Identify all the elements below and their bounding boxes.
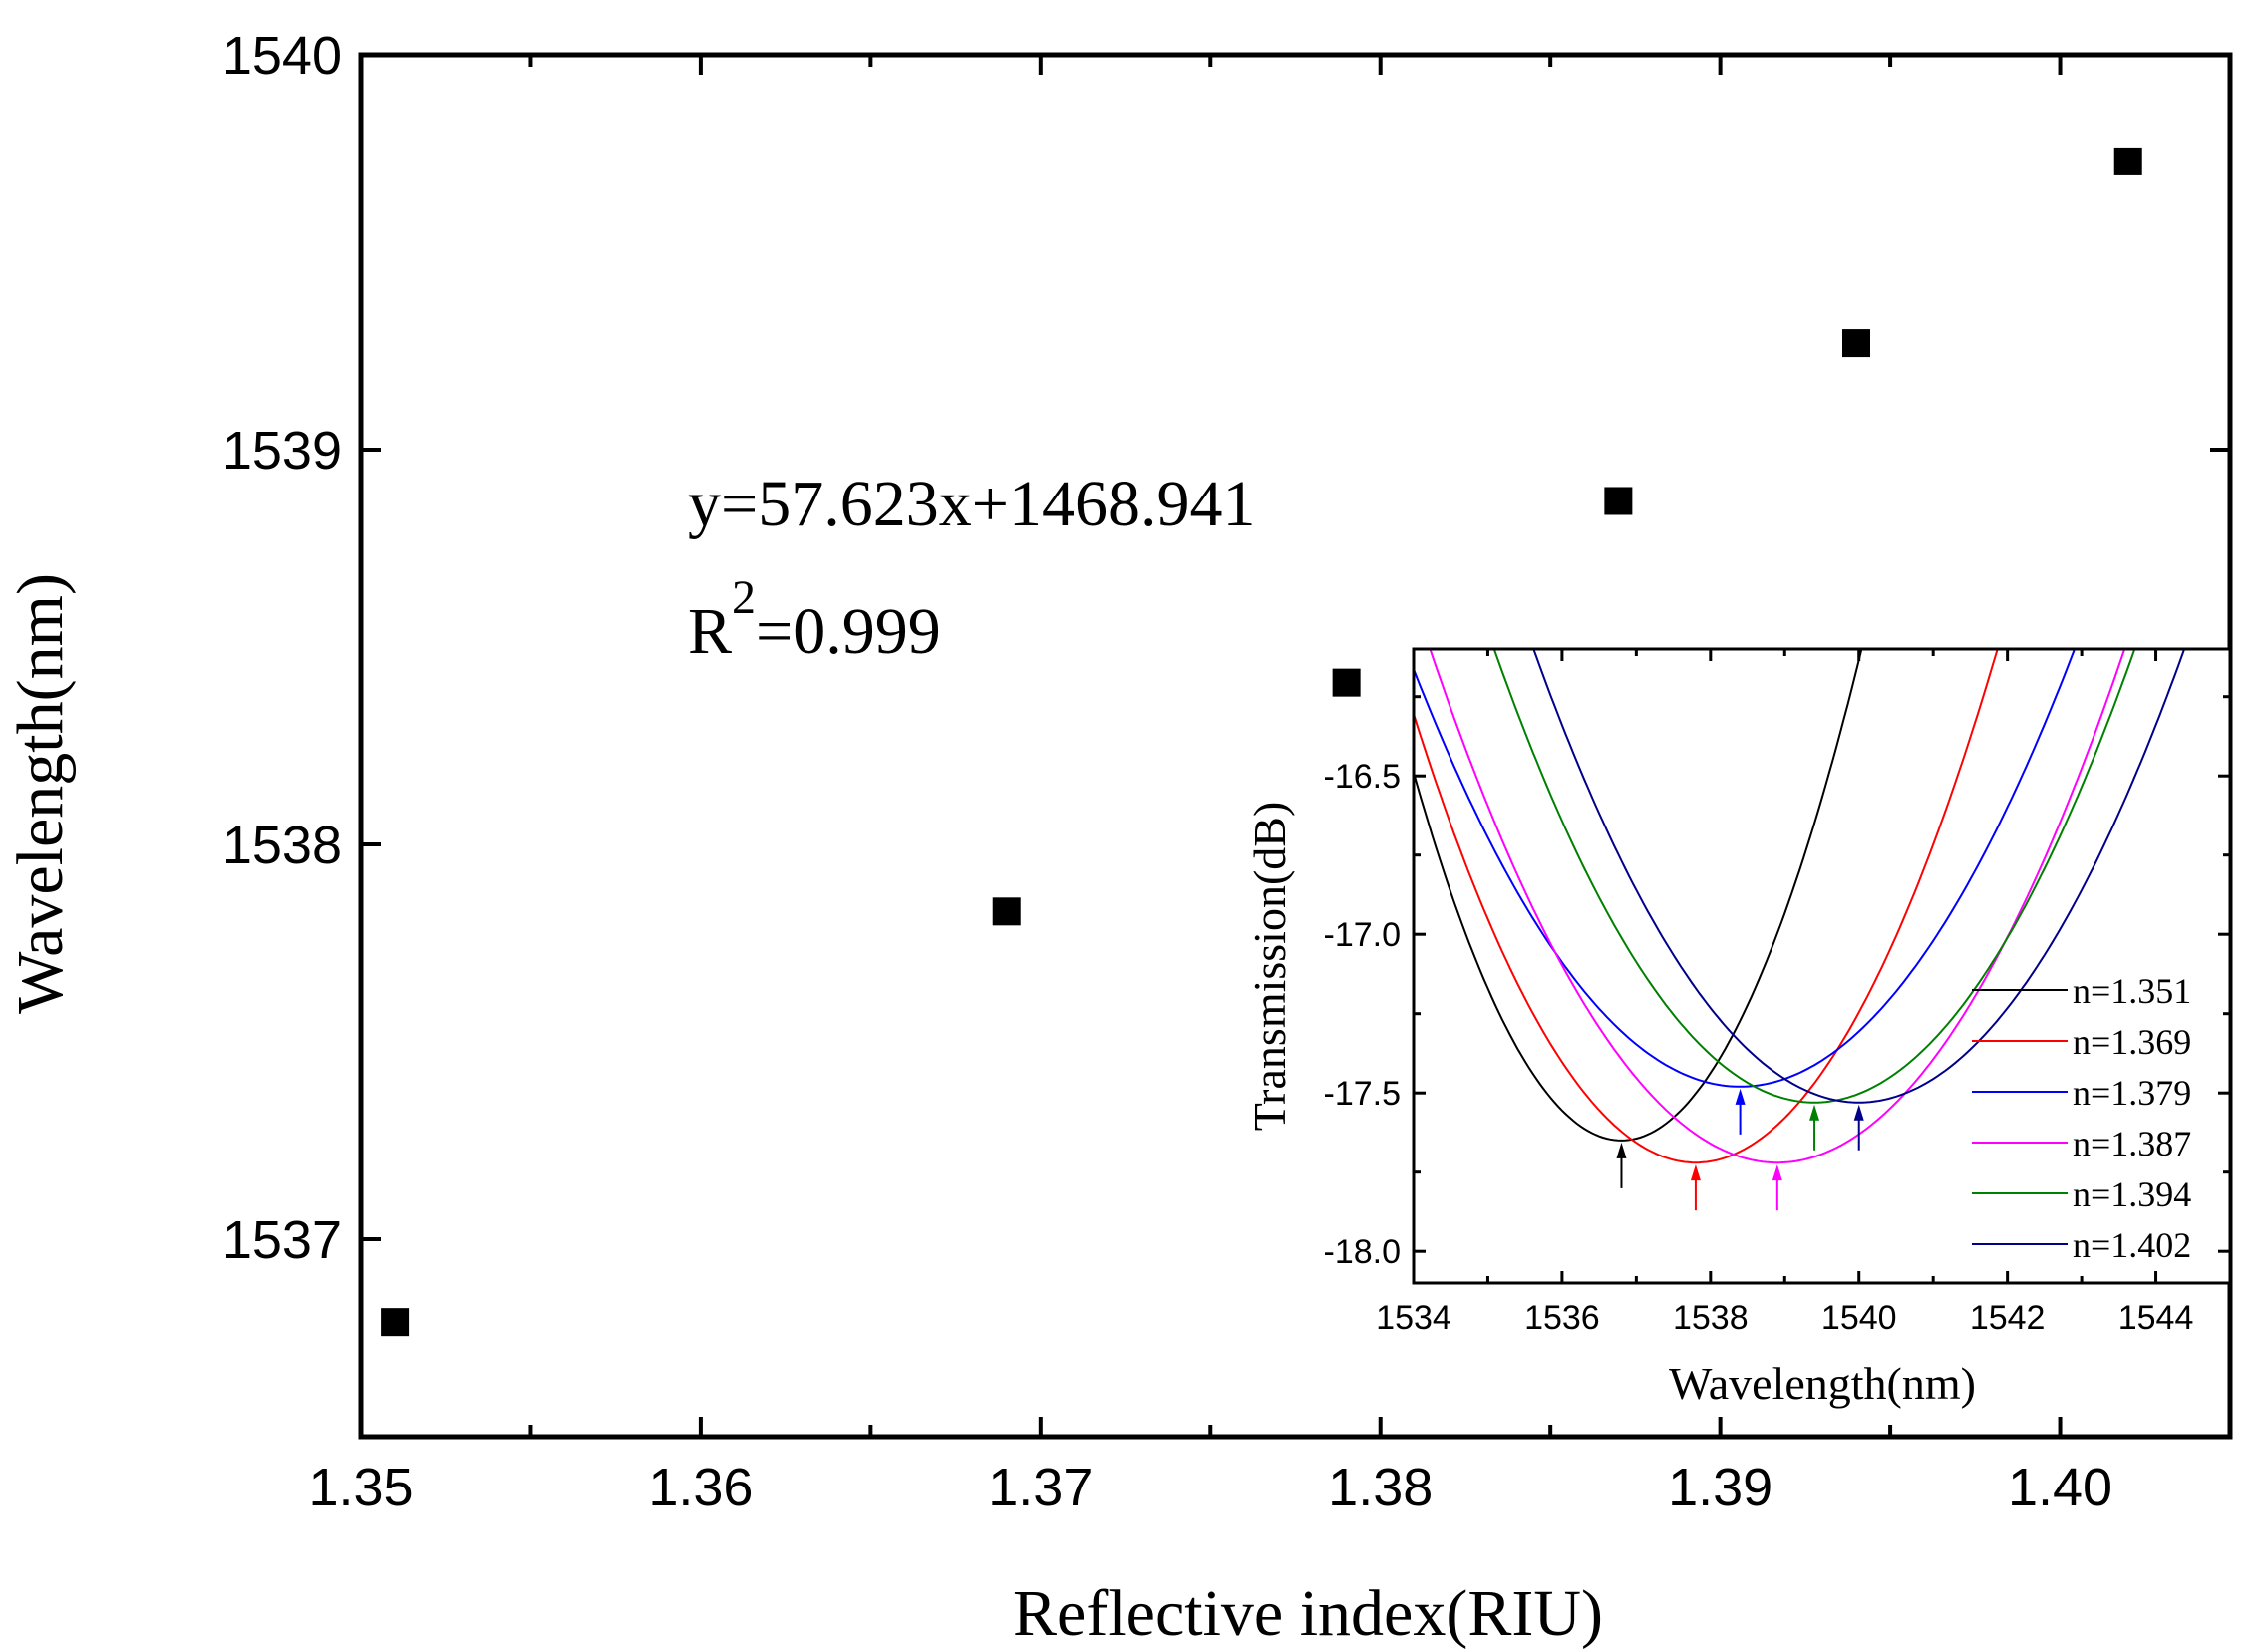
x-tick-label: 1.37 [988, 1458, 1093, 1517]
inset-y-tick-label: -17.5 [1324, 1075, 1402, 1113]
data-point [1842, 329, 1870, 358]
inset-min-arrow-head [1772, 1164, 1782, 1181]
inset-curve [1414, 649, 1999, 1164]
r-squared-prefix: R [688, 595, 732, 668]
inset-ticks: 1534 1536 1538 1540 1542 1544 -16.5 -17.0 -17.5 -… [1324, 649, 2230, 1337]
inset-curve [1492, 649, 2136, 1104]
legend-label: n=1.402 [2073, 1225, 2191, 1265]
data-point [1604, 487, 1633, 515]
x-tick-label: 1.36 [648, 1458, 753, 1517]
data-point [1332, 668, 1361, 697]
main-ticks: 1.35 1.36 1.37 1.38 1.39 1.40 1537 1538 1539 1540 [222, 26, 2232, 1517]
inset-x-tick-label: 1542 [1970, 1299, 2046, 1337]
r-squared-exponent: 2 [732, 571, 756, 624]
r-squared: R2=0.999 [688, 571, 941, 668]
inset-y-tick-label: -16.5 [1324, 758, 1402, 796]
y-tick-label: 1538 [222, 816, 342, 875]
legend-label: n=1.394 [2073, 1174, 2191, 1214]
data-point [381, 1308, 410, 1337]
y-tick-label: 1540 [222, 26, 342, 86]
inset-y-tick-label: -17.0 [1324, 916, 1402, 954]
y-tick-label: 1539 [222, 421, 342, 481]
inset-min-arrow-head [1690, 1164, 1701, 1181]
data-point [992, 897, 1021, 926]
legend-label: n=1.351 [2073, 971, 2191, 1011]
inset-min-arrow-head [1809, 1104, 1820, 1121]
x-tick-label: 1.40 [2008, 1458, 2112, 1517]
inset-x-tick-label: 1540 [1821, 1299, 1897, 1337]
y-tick-label: 1537 [222, 1210, 342, 1270]
inset-curve [1532, 649, 2186, 1104]
x-axis-title: Reflective index(RIU) [1013, 1577, 1603, 1650]
main-points [381, 147, 2142, 1337]
inset-plot-frame [1412, 647, 2232, 1285]
x-tick-label: 1.38 [1328, 1458, 1433, 1517]
r-squared-value: =0.999 [756, 595, 941, 668]
fit-equation: y=57.623x+1468.941 [688, 468, 1255, 540]
inset-min-arrow-head [1735, 1088, 1746, 1105]
inset-y-tick-label: -18.0 [1324, 1233, 1402, 1271]
inset-x-tick-label: 1534 [1376, 1299, 1451, 1337]
x-tick-label: 1.39 [1668, 1458, 1772, 1517]
inset-min-arrow-head [1853, 1104, 1864, 1121]
inset-y-axis-title: Transmission(dB) [1244, 802, 1295, 1132]
legend-label: n=1.379 [2073, 1073, 2191, 1113]
inset-min-arrow-head [1616, 1142, 1627, 1158]
x-tick-label: 1.35 [308, 1458, 413, 1517]
inset-legend: n=1.351 n=1.369 n=1.379 n=1.387 n=1.394 n=1.4… [1972, 971, 2191, 1265]
inset-x-tick-label: 1538 [1673, 1299, 1749, 1337]
legend-label: n=1.369 [2073, 1022, 2191, 1062]
y-axis-title: Wavelength(nm) [4, 573, 77, 1014]
legend-label: n=1.387 [2073, 1124, 2191, 1163]
inset-curve [1414, 649, 1863, 1142]
inset-x-tick-label: 1544 [2118, 1299, 2194, 1337]
inset-curves [1414, 649, 2186, 1164]
inset-curve [1414, 649, 2077, 1088]
data-point [2113, 147, 2142, 175]
inset-arrows [1616, 1088, 1864, 1211]
inset-x-axis-title: Wavelength(nm) [1669, 1358, 1976, 1409]
inset-x-tick-label: 1536 [1524, 1299, 1600, 1337]
inset-curve [1429, 649, 2126, 1164]
